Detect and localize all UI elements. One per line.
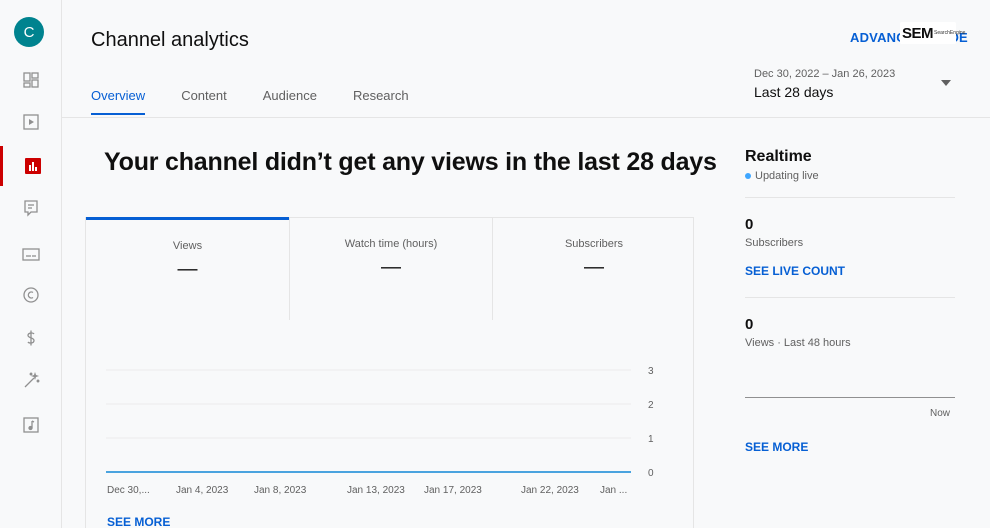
sidebar-item-analytics[interactable] [0,146,62,186]
realtime-mini-chart-baseline [745,397,955,398]
realtime-subscribers-value: 0 [745,216,754,233]
y-tick-label: 3 [648,366,654,377]
realtime-views-label: Views · Last 48 hours [745,337,851,349]
see-more-button[interactable]: SEE MORE [107,515,171,528]
x-tick-label: Jan ... [600,485,627,496]
date-range-picker[interactable]: Dec 30, 2022 – Jan 26, 2023 Last 28 days [754,68,959,108]
y-tick-label: 0 [648,468,654,479]
sem-logo: SEM SearchEngine [900,22,965,44]
sidebar-item-customization[interactable] [0,361,62,401]
sem-logo-subtext: SearchEngine [934,29,966,36]
x-tick-label: Jan 22, 2023 [521,485,579,496]
x-tick-label: Jan 17, 2023 [424,485,482,496]
stat-value: — [177,258,198,280]
realtime-divider [745,197,955,198]
see-live-count-button[interactable]: SEE LIVE COUNT [745,264,846,278]
stat-value: — [584,256,604,278]
avatar-letter: C [23,23,35,41]
audio-library-icon [23,417,39,433]
subtitles-icon [22,248,40,261]
x-tick-label: Dec 30,... [107,485,150,496]
stat-subscribers[interactable]: Subscribers — [492,218,695,320]
sidebar-item-earn[interactable] [0,318,62,358]
realtime-title: Realtime [745,148,812,165]
sidebar-item-content[interactable] [0,102,62,142]
comments-icon [24,200,38,217]
stat-label: Subscribers [564,238,624,250]
customization-icon [24,372,40,388]
chevron-down-icon[interactable] [941,80,951,86]
stat-watch-time[interactable]: Watch time (hours) — [289,218,492,320]
tab-research[interactable]: Research [352,88,409,103]
realtime-views-value: 0 [745,316,754,333]
date-range-label: Last 28 days [754,84,834,100]
stat-label: Watch time (hours) [344,238,438,250]
x-tick-label: Jan 8, 2023 [254,485,307,496]
x-tick-label: Jan 4, 2023 [176,485,229,496]
y-tick-label: 2 [648,400,654,411]
realtime-divider [745,297,955,298]
stat-label: Views [172,240,203,252]
analytics-icon [24,158,41,174]
sidebar-item-subtitles[interactable] [0,234,62,274]
realtime-status: Updating live [745,170,819,182]
sidebar-item-comments[interactable] [0,188,62,228]
no-views-headline: Your channel didn’t get any views in the… [104,148,717,176]
date-range-text: Dec 30, 2022 – Jan 26, 2023 [754,68,896,80]
realtime-see-more-button[interactable]: SEE MORE [745,440,809,454]
stat-value: — [381,256,401,278]
x-tick-label: Jan 13, 2023 [347,485,405,496]
views-line-chart: 3 2 1 0 Dec 30,... Jan 4, 2023 Jan 8, 2023 Jan … [106,366,654,496]
content-icon [23,114,39,130]
sidebar-item-audio-library[interactable] [0,405,62,445]
y-tick-label: 1 [648,434,654,445]
realtime-subscribers-label: Subscribers [745,237,804,249]
tab-content[interactable]: Content [181,88,227,103]
tab-bar: Overview Content Audience Research [91,88,445,115]
live-dot-icon [745,173,751,179]
earn-icon [27,330,35,346]
sidebar-item-copyright[interactable] [0,275,62,315]
realtime-now-label: Now [930,408,951,419]
stat-views[interactable]: Views — [86,217,289,319]
tab-audience[interactable]: Audience [262,88,317,103]
sidebar-item-dashboard[interactable] [0,60,62,100]
page-title: Channel analytics [91,29,249,51]
dashboard-icon [23,72,39,88]
sem-logo-text: SEM [902,24,934,42]
realtime-status-text: Updating live [755,170,819,182]
copyright-icon [23,287,39,303]
tab-overview[interactable]: Overview [91,88,146,115]
tabs-divider [62,117,990,118]
stats-card: Views — Watch time (hours) — Subscribers… [85,217,694,528]
sidebar: C [0,0,62,528]
avatar[interactable]: C [14,17,44,47]
